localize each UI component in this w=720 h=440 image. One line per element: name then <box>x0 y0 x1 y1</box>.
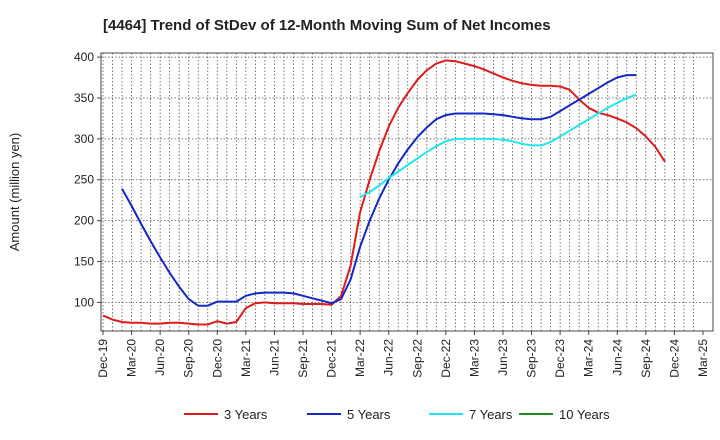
x-tick-label: Mar-25 <box>696 339 710 377</box>
x-tick-label: Jun-22 <box>382 339 396 376</box>
legend-label: 10 Years <box>559 407 610 422</box>
plot-area <box>100 52 714 332</box>
x-tick-label: Dec-19 <box>96 339 110 378</box>
x-tick-label: Mar-21 <box>239 339 253 377</box>
x-tick-label: Jun-20 <box>153 339 167 376</box>
x-tick-label: Jun-23 <box>496 339 510 376</box>
y-axis-ticks: 100 150 200 250 300 350 400 <box>74 50 101 309</box>
x-tick-label: Dec-23 <box>553 339 567 378</box>
legend-label: 7 Years <box>469 407 513 422</box>
y-axis-label: Amount (million yen) <box>7 133 22 252</box>
x-tick-label: Mar-24 <box>582 339 596 377</box>
series-lines <box>102 59 666 326</box>
x-tick-label: Dec-21 <box>325 339 339 378</box>
legend-label: 5 Years <box>347 407 391 422</box>
legend-label: 3 Years <box>224 407 268 422</box>
x-tick-label: Mar-23 <box>467 339 481 377</box>
legend: 3 Years 5 Years 7 Years 10 Years <box>184 407 610 422</box>
y-tick-label: 300 <box>74 132 94 146</box>
x-tick-label: Sep-24 <box>639 339 653 378</box>
y-tick-label: 350 <box>74 91 94 105</box>
x-tick-label: Sep-22 <box>410 339 424 378</box>
x-tick-label: Dec-24 <box>667 339 681 378</box>
x-tick-label: Jun-21 <box>267 339 281 376</box>
x-tick-label: Sep-20 <box>182 339 196 378</box>
x-tick-label: Mar-22 <box>353 339 367 377</box>
y-tick-label: 400 <box>74 50 94 64</box>
x-tick-label: Jun-24 <box>610 339 624 376</box>
x-axis-ticks: Dec-19 Mar-20 Jun-20 Sep-20 Dec-20 Mar-21 Jun-… <box>96 331 710 378</box>
series-line-1 <box>121 74 637 307</box>
x-tick-label: Sep-21 <box>296 339 310 378</box>
y-tick-label: 250 <box>74 173 94 187</box>
y-tick-label: 200 <box>74 214 94 228</box>
x-tick-label: Dec-20 <box>210 339 224 378</box>
x-tick-label: Sep-23 <box>525 339 539 378</box>
x-tick-label: Dec-22 <box>439 339 453 378</box>
series-line-2 <box>359 93 637 198</box>
x-tick-label: Mar-20 <box>125 339 139 377</box>
grid-lines <box>101 53 713 331</box>
series-line-0 <box>102 59 666 326</box>
y-tick-label: 100 <box>74 295 94 309</box>
y-tick-label: 150 <box>74 255 94 269</box>
chart-title: [4464] Trend of StDev of 12-Month Moving… <box>103 17 551 34</box>
